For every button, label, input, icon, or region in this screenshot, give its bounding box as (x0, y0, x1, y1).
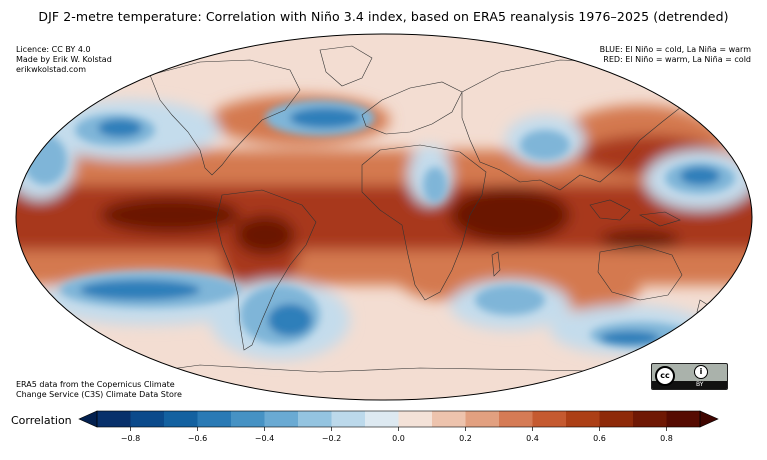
colorbar-cell (633, 411, 667, 427)
colorbar-tick-label: 0.0 (392, 434, 405, 443)
colorbar-cell (231, 411, 265, 427)
author-line: Made by Erik W. Kolstad (16, 55, 112, 64)
colorbar-tick-label: 0.8 (660, 434, 673, 443)
licence-line: Licence: CC BY 4.0 (16, 45, 91, 54)
colorbar-cell (264, 411, 299, 427)
credits-text: Licence: CC BY 4.0 Made by Erik W. Kolst… (16, 45, 112, 75)
colorbar-cell (298, 411, 332, 427)
globe-outline (15, 33, 753, 401)
colorbar-tick-label: −0.2 (322, 434, 341, 443)
colour-legend-text: BLUE: El Niño = cold, La Niña = warm RED… (600, 45, 751, 65)
colorbar-cell (197, 411, 232, 427)
badge-strip (652, 381, 727, 389)
colorbar-ticks: −0.8 −0.6 −0.4 −0.2 0.0 0.2 0.4 0.6 0.8 (121, 427, 673, 443)
colorbar-cell (499, 411, 533, 427)
source-line-2: Change Service (C3S) Climate Data Store (16, 390, 182, 399)
colorbar-cell (432, 411, 466, 427)
colorbar-tick-label: −0.6 (188, 434, 207, 443)
colorbar-cell (331, 411, 366, 427)
colorbar-tick-label: 0.2 (459, 434, 472, 443)
cc-by-license-badge: cc i BY (651, 363, 728, 390)
colorbar-tick-label: 0.4 (526, 434, 539, 443)
colorbar-cell (666, 411, 701, 427)
colorbar-label: Correlation (11, 414, 72, 427)
colorbar-cell (97, 411, 131, 427)
red-meaning-line: RED: El Niño = warm, La Niña = cold (603, 55, 751, 64)
colorbar-cell (365, 411, 399, 427)
colorbar-tick-label: −0.4 (255, 434, 274, 443)
colorbar-cell (532, 411, 567, 427)
source-line-1: ERA5 data from the Copernicus Climate (16, 380, 175, 389)
colorbar-tick-label: 0.6 (593, 434, 606, 443)
colorbar-cell (398, 411, 433, 427)
colorbar-extend-low (78, 410, 98, 428)
by-person-icon: i (694, 365, 708, 379)
website-line: erikwkolstad.com (16, 65, 86, 74)
blue-meaning-line: BLUE: El Niño = cold, La Niña = warm (599, 45, 751, 54)
colorbar-cell (566, 411, 600, 427)
cc-icon: cc (655, 366, 675, 386)
by-text: BY (696, 381, 704, 388)
colorbar-tick-label: −0.8 (121, 434, 140, 443)
colorbar: −0.8 −0.6 −0.4 −0.2 0.0 0.2 0.4 0.6 0.8 (78, 410, 719, 443)
colorbar-cell (130, 411, 165, 427)
colorbar-cells (97, 411, 701, 427)
colorbar-extend-high (699, 410, 719, 428)
colorbar-cell (164, 411, 198, 427)
colorbar-cell (465, 411, 500, 427)
data-source-text: ERA5 data from the Copernicus Climate Ch… (16, 380, 182, 400)
colorbar-cell (599, 411, 634, 427)
chart-title: DJF 2-metre temperature: Correlation wit… (38, 9, 729, 24)
